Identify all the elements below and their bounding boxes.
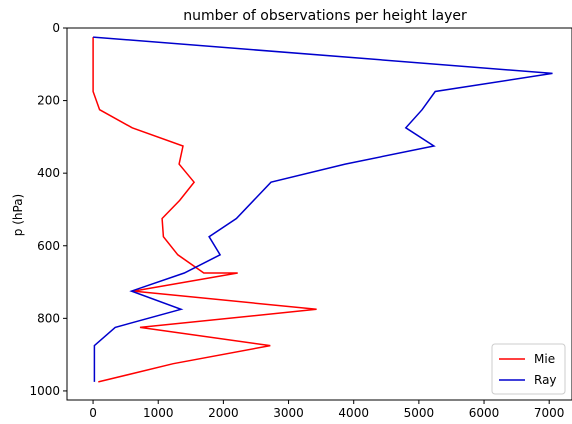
series-line-mie (92, 37, 317, 383)
chart-title: number of observations per height layer (183, 8, 467, 24)
x-tick-label: 4000 (338, 406, 369, 420)
legend-label-ray: Ray (534, 373, 557, 387)
x-tick-label: 1000 (143, 406, 174, 420)
y-tick-label: 400 (37, 166, 60, 180)
x-tick-label: 3000 (273, 406, 304, 420)
y-axis: 0 200 400 600 800 1000 (29, 21, 67, 398)
legend-label-mie: Mie (534, 352, 555, 366)
y-tick-label: 1000 (29, 384, 60, 398)
x-tick-label: 0 (89, 406, 97, 420)
x-tick-label: 6000 (469, 406, 500, 420)
legend-box (491, 343, 566, 395)
legend: Mie Ray (491, 343, 566, 395)
y-tick-label: 0 (52, 21, 60, 35)
y-tick-label: 600 (37, 239, 60, 253)
x-tick-label: 2000 (208, 406, 239, 420)
y-tick-label: 800 (37, 311, 60, 325)
y-tick-label: 200 (37, 94, 60, 108)
x-axis: 0 1000 2000 3000 4000 5000 6000 7000 (89, 400, 564, 420)
x-tick-label: 7000 (534, 406, 565, 420)
y-axis-label: p (hPa) (11, 194, 25, 236)
series-group (92, 36, 553, 383)
x-tick-label: 5000 (404, 406, 435, 420)
series-line-ray (93, 36, 553, 382)
plot-frame (66, 27, 572, 401)
